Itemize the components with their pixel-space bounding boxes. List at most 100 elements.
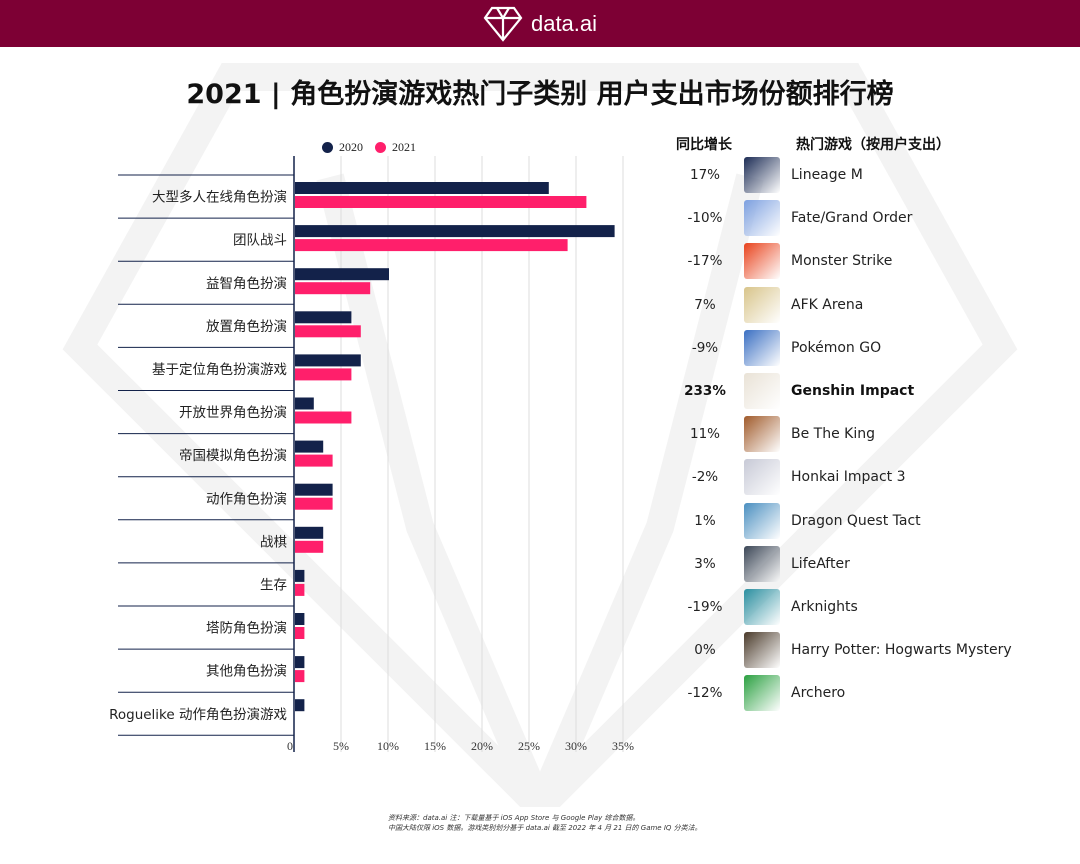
category-label: 其他角色扮演 [206, 663, 287, 680]
x-tick-label: 10% [377, 739, 399, 753]
game-name: Dragon Quest Tact [791, 512, 921, 529]
growth-header: 同比增长 [676, 137, 732, 153]
game-row: 233% Genshin Impact [670, 373, 914, 409]
bar-2020 [295, 699, 305, 712]
category-label: 战棋 [260, 534, 287, 550]
yoy-growth: 7% [694, 296, 716, 313]
bar-2020 [295, 526, 324, 539]
legend-label-2021: 2021 [392, 140, 416, 154]
category-label: 基于定位角色扮演游戏 [152, 361, 287, 378]
bar-2021 [295, 540, 324, 553]
game-row: -12% Archero [670, 675, 846, 712]
game-row: 17% Lineage M [670, 157, 863, 193]
bar-2020 [295, 397, 314, 410]
game-app-icon [744, 373, 780, 409]
x-tick-label: 20% [471, 739, 493, 753]
category-label: 帝国模拟角色扮演 [179, 447, 287, 464]
game-app-icon [744, 416, 780, 453]
game-app-icon [744, 200, 780, 237]
game-row: -2% Honkai Impact 3 [670, 459, 906, 496]
top-bar: data.ai [0, 0, 1080, 47]
game-name: Arknights [791, 599, 858, 615]
x-tick-label: 0 [287, 739, 293, 753]
category-label: 塔防角色扮演 [206, 620, 287, 637]
category-label: 团队战斗 [233, 233, 287, 249]
bar-2020 [295, 268, 389, 281]
x-tick-label: 5% [333, 739, 349, 753]
bar-2020 [295, 311, 352, 324]
x-tick-label: 35% [612, 739, 634, 753]
game-row: 1% Dragon Quest Tact [670, 502, 921, 539]
game-app-icon [744, 286, 780, 323]
category-label: 益智角色扮演 [206, 275, 287, 292]
game-name: Monster Strike [791, 253, 893, 270]
bar-2020 [295, 483, 333, 496]
game-row: -19% Arknights [670, 589, 858, 625]
yoy-growth: 0% [694, 642, 716, 659]
yoy-growth: -12% [687, 685, 723, 702]
category-label: 动作角色扮演 [206, 490, 287, 507]
x-tick-label: 30% [565, 739, 587, 753]
bar-2021 [295, 583, 305, 596]
diamond-logo-icon [483, 6, 523, 42]
game-name: LifeAfter [791, 555, 850, 572]
bar-2020 [295, 569, 305, 582]
game-app-icon [744, 243, 780, 280]
game-name: Be The King [791, 426, 875, 443]
game-name: Harry Potter: Hogwarts Mystery [791, 642, 1012, 659]
game-name: Archero [791, 685, 846, 702]
footnote-line-1: 资料来源：data.ai 注：下载量基于 iOS App Store 与 Goo… [388, 814, 640, 822]
bar-2020 [295, 440, 324, 453]
category-label: 大型多人在线角色扮演 [152, 189, 287, 206]
x-tick-label: 25% [518, 739, 540, 753]
bar-chart: 0 5% 10% 15% 20% 25% 30% 35% 大型多人在线角色扮演团队战斗益智角色扮… [109, 156, 634, 753]
game-name: Honkai Impact 3 [791, 469, 906, 486]
bar-2021 [295, 196, 587, 208]
game-row: 11% Be The King [670, 416, 875, 453]
bar-2020 [295, 613, 305, 625]
legend-swatch-2020 [322, 142, 333, 153]
yoy-growth: 1% [694, 512, 716, 529]
bar-2021 [295, 454, 333, 467]
category-label: 开放世界角色扮演 [179, 404, 287, 421]
brand-name: data.ai [530, 10, 598, 36]
game-app-icon [744, 502, 780, 539]
category-label: 放置角色扮演 [206, 318, 287, 335]
yoy-growth: 3% [694, 555, 716, 572]
game-app-icon [744, 589, 780, 625]
game-name: Fate/Grand Order [791, 210, 913, 227]
game-row: 7% AFK Arena [670, 286, 864, 323]
bar-2021 [295, 670, 305, 683]
category-label: Roguelike 动作角色扮演游戏 [109, 706, 287, 723]
game-app-icon [744, 157, 780, 193]
bar-2021 [295, 282, 371, 295]
game-name: Pokémon GO [791, 339, 882, 356]
yoy-growth: 11% [689, 426, 720, 443]
yoy-growth: -9% [691, 339, 719, 356]
game-row: 3% LifeAfter [670, 545, 850, 582]
legend-label-2020: 2020 [339, 140, 363, 154]
bar-2020 [295, 656, 305, 669]
game-row: 0% Harry Potter: Hogwarts Mystery [670, 632, 1012, 669]
game-name: Lineage M [791, 167, 863, 183]
footnote-line-2: 中国大陆仅限 iOS 数据。游戏类别划分基于 data.ai 截至 2022 年… [388, 824, 702, 832]
game-name: AFK Arena [791, 296, 864, 313]
bar-2020 [295, 225, 615, 238]
game-name: Genshin Impact [791, 383, 915, 399]
bar-2021 [295, 411, 352, 424]
yoy-growth: -19% [687, 599, 723, 615]
game-row: -10% Fate/Grand Order [670, 200, 913, 237]
bar-2020 [295, 182, 549, 194]
category-label: 生存 [260, 577, 287, 593]
game-app-icon [744, 459, 780, 496]
games-header: 热门游戏（按用户支出） [796, 137, 950, 153]
game-app-icon [744, 632, 780, 669]
bar-2021 [295, 325, 361, 338]
x-tick-label: 15% [424, 739, 446, 753]
bar-2021 [295, 497, 333, 510]
yoy-growth: 233% [684, 383, 726, 399]
yoy-growth: 17% [689, 167, 720, 183]
chart-legend: 2020 2021 [322, 140, 416, 155]
bar-2021 [295, 239, 568, 252]
game-app-icon [744, 545, 780, 582]
